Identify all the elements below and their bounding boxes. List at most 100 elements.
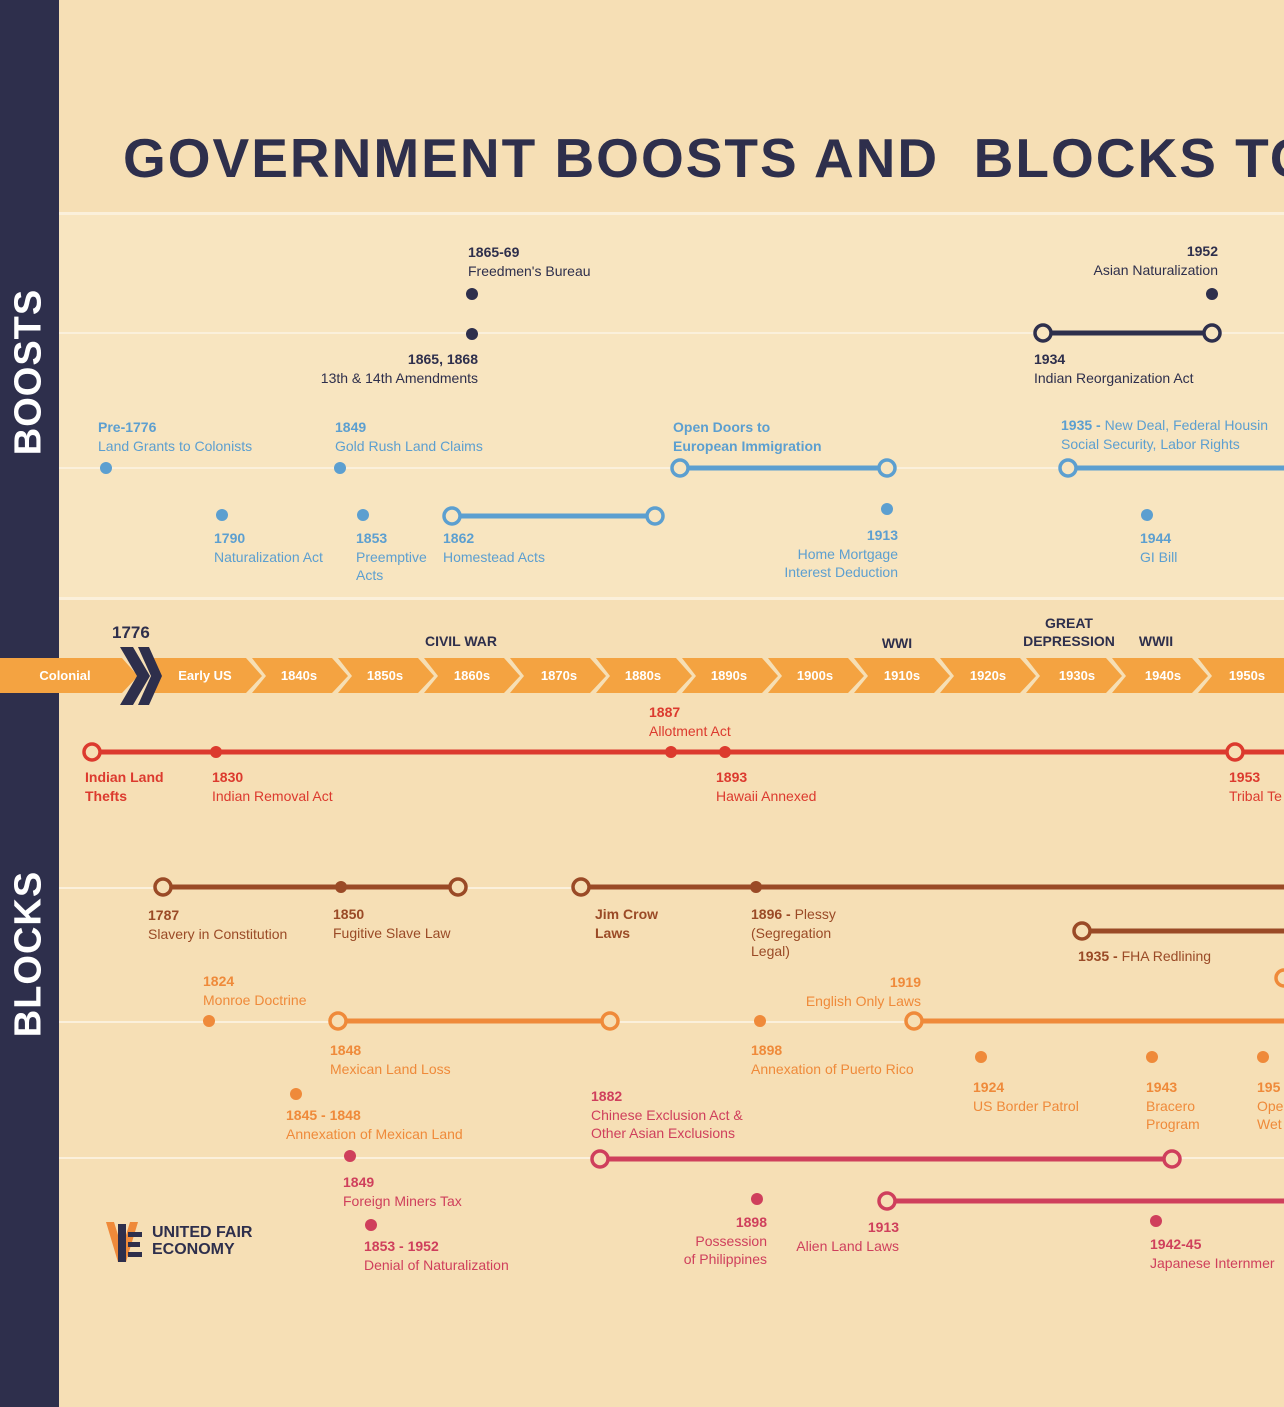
- label-mortgage: 1913 Home Mortgage Interest Deduction: [784, 527, 898, 580]
- ring-chinese-start: [590, 1149, 610, 1169]
- dot-miners-tax: [344, 1150, 356, 1162]
- divider-boosts-bottom: [59, 597, 1284, 600]
- label-gi-bill: 1944 GI Bill: [1140, 530, 1178, 565]
- dot-denial-nat: [365, 1219, 377, 1231]
- label-plessy: 1896 - Plessy (Segregation Legal): [751, 906, 836, 959]
- label-jim-crow: Jim Crow Laws: [595, 906, 659, 941]
- dot-fugitive: [335, 881, 347, 893]
- ring-open-doors-end: [877, 458, 897, 478]
- label-alien-land: 1913 Alien Land Laws: [796, 1219, 899, 1254]
- label-allotment: 1887 Allotment Act: [649, 704, 731, 739]
- decade-label-1950s: 1950s: [1228, 668, 1266, 683]
- blocks-brown-marks: [153, 877, 1284, 941]
- label-redlining: 1935 - FHA Redlining: [1078, 948, 1212, 964]
- decade-label-1920s: 1920s: [969, 668, 1007, 683]
- blocks-orange-marks: [203, 968, 1284, 1100]
- label-philippines: 1898 Possession of Philippines: [683, 1214, 767, 1267]
- decade-label-1880s: 1880s: [624, 668, 662, 683]
- ring-alien-land-start: [877, 1191, 897, 1211]
- label-freedmen: 1865-69 Freedmen's Bureau: [468, 244, 591, 279]
- ring-mexican-land-end: [600, 1011, 620, 1031]
- era-civil-war: CIVIL WAR: [424, 633, 498, 649]
- label-miners-tax: 1849 Foreign Miners Tax: [343, 1174, 462, 1209]
- dot-plessy: [750, 881, 762, 893]
- ring-tribal: [1225, 742, 1245, 762]
- era-wwii: WWII: [1138, 633, 1174, 649]
- guide-line-4: [59, 1021, 1284, 1023]
- label-chinese: 1882 Chinese Exclusion Act & Other Asian …: [591, 1088, 743, 1141]
- label-asian-nat: 1952 Asian Naturalization: [1093, 243, 1218, 278]
- boosts-blue-marks: [100, 458, 1284, 526]
- ring-chinese-end: [1162, 1149, 1182, 1169]
- ring-homestead-start: [442, 506, 462, 526]
- dot-bracero: [1146, 1051, 1158, 1063]
- decade-label-1850s: 1850s: [366, 668, 404, 683]
- decade-arrow-1870s: [510, 658, 606, 693]
- label-denial-nat: 1853 - 1952 Denial of Naturalization: [364, 1238, 509, 1273]
- sidebar: BOOSTS BLOCKS: [0, 0, 59, 1407]
- ufe-logo-icon: [106, 1222, 142, 1262]
- ring-english-only-start: [904, 1011, 924, 1031]
- label-annex-mexican: 1845 - 1848 Annexation of Mexican Land: [286, 1107, 463, 1142]
- logo-text: UNITED FAIR ECONOMY: [152, 1224, 253, 1258]
- decade-label-1910s: 1910s: [883, 668, 921, 683]
- label-naturalization-act: 1790 Naturalization Act: [214, 530, 323, 565]
- dot-philippines: [751, 1193, 763, 1205]
- dot-annex-mexican: [290, 1088, 302, 1100]
- decade-label-1870s: 1870s: [540, 668, 578, 683]
- page-title: GOVERNMENT BOOSTS AND BLOCKS TO: [123, 127, 1284, 189]
- ring-homestead-end: [645, 506, 665, 526]
- label-open-doors: Open Doors to European Immigration: [673, 419, 822, 454]
- dot-gold-rush: [334, 462, 346, 474]
- ring-partial-orange: [1274, 968, 1284, 988]
- label-english-only: 1919 English Only Laws: [805, 974, 921, 1009]
- ring-open-doors-start: [670, 458, 690, 478]
- decade-label-1890s: 1890s: [710, 668, 748, 683]
- dot-allotment: [665, 746, 677, 758]
- decade-arrow-1860s: [424, 658, 520, 693]
- decade-arrow-1840s: [252, 658, 348, 693]
- decade-arrow-1900s: [768, 658, 864, 693]
- dot-japanese: [1150, 1215, 1162, 1227]
- label-homestead: 1862 Homestead Acts: [443, 530, 545, 565]
- decade-arrow-1930s: [1026, 658, 1122, 693]
- united-for-fair-economy-logo: UNITED FAIR ECONOMY: [104, 1218, 252, 1266]
- dot-gi-bill: [1141, 509, 1153, 521]
- decade-label-1860s: 1860s: [453, 668, 491, 683]
- label-mexican-land: 1848 Mexican Land Loss: [330, 1042, 451, 1077]
- dot-freedmen: [466, 288, 478, 300]
- boosts-band: [59, 214, 1284, 599]
- decade-label-1840s: 1840s: [280, 668, 318, 683]
- dot-monroe: [203, 1015, 215, 1027]
- label-wetback: 195 Ope Wet: [1257, 1079, 1284, 1132]
- ring-indian-reorg-end: [1202, 323, 1222, 343]
- dot-preemptive: [357, 509, 369, 521]
- decade-arrow-1880s: [596, 658, 692, 693]
- ring-slavery-end: [448, 877, 468, 897]
- chevron-1776-b: [138, 647, 162, 705]
- dot-border-patrol: [975, 1051, 987, 1063]
- label-land-grants: Pre-1776 Land Grants to Colonists: [98, 419, 253, 454]
- year-marker-1776: 1776: [112, 623, 150, 642]
- guide-line-1: [59, 332, 1284, 334]
- decade-arrow-bar: [0, 647, 1284, 705]
- label-preemptive: 1853 Preemptive Acts: [356, 530, 427, 583]
- decade-arrow-1890s: [682, 658, 778, 693]
- decade-arrow-1850s: [338, 658, 434, 693]
- ring-mexican-land-start: [328, 1011, 348, 1031]
- divider-top: [59, 212, 1284, 215]
- ring-slavery-start: [153, 877, 173, 897]
- dot-amendments: [466, 328, 478, 340]
- label-hawaii: 1893 Hawaii Annexed: [716, 769, 817, 804]
- decade-label-1900s: 1900s: [796, 668, 834, 683]
- decade-arrow-colonial: [0, 658, 138, 693]
- blocks-crimson-marks: [344, 1149, 1284, 1231]
- label-puerto-rico: 1898 Annexation of Puerto Rico: [751, 1042, 914, 1077]
- label-amendments: 1865, 1868 13th & 14th Amendments: [320, 351, 478, 386]
- label-fugitive: 1850 Fugitive Slave Law: [333, 906, 451, 941]
- dot-naturalization-act: [216, 509, 228, 521]
- dot-wetback: [1257, 1051, 1269, 1063]
- blocks-red-marks: [82, 742, 1284, 762]
